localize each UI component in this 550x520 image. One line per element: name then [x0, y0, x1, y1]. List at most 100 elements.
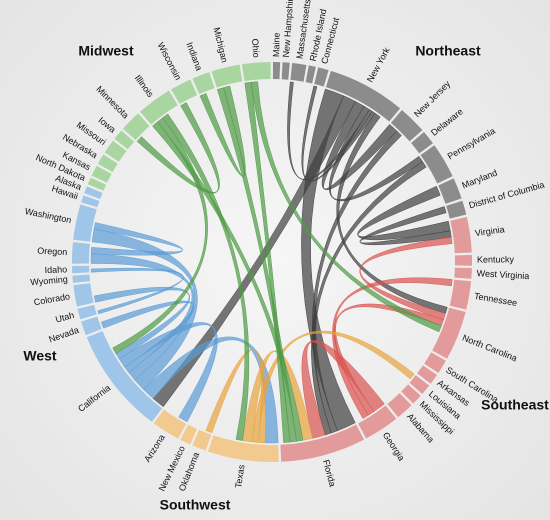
state-arc — [454, 267, 472, 279]
state-arc — [449, 279, 472, 310]
state-arc — [81, 195, 100, 208]
state-label: Pennsylvania — [446, 126, 497, 162]
state-label: Florida — [321, 459, 338, 488]
state-arc — [207, 435, 279, 462]
state-arc — [81, 316, 102, 336]
state-label: West Virginia — [476, 268, 529, 281]
state-arc — [139, 90, 178, 125]
region-label: West — [23, 348, 57, 364]
chord — [311, 130, 402, 434]
state-label: Arizona — [142, 433, 167, 464]
state-arc — [387, 393, 412, 418]
state-label: Georgia — [381, 430, 407, 462]
state-arc — [390, 109, 423, 142]
chord — [118, 322, 218, 423]
state-arc — [192, 72, 215, 95]
chord — [359, 236, 453, 321]
state-label: Tennessee — [473, 291, 518, 308]
state-arc — [180, 424, 198, 445]
state-arc — [73, 204, 97, 242]
chord — [162, 113, 250, 441]
chord — [250, 81, 442, 333]
state-arc — [91, 165, 112, 183]
state-label: Idaho — [44, 264, 67, 275]
state-arc — [272, 62, 281, 80]
region-label: Southeast — [481, 397, 549, 413]
state-arc — [97, 154, 118, 173]
state-arc — [409, 375, 430, 394]
state-arc — [104, 140, 127, 162]
state-arc — [432, 307, 466, 359]
state-label: Washington — [24, 206, 72, 225]
state-arc — [325, 70, 401, 122]
state-label: Ohio — [250, 38, 261, 58]
state-arc — [73, 283, 94, 307]
state-arc — [87, 177, 107, 191]
state-arc — [86, 330, 163, 422]
state-arc — [424, 352, 446, 374]
state-arc — [171, 79, 198, 105]
state-label: Colorado — [33, 291, 71, 307]
state-arc — [454, 254, 472, 266]
state-label: California — [76, 383, 112, 414]
state-label: Maryland — [460, 168, 498, 191]
state-arc — [280, 424, 365, 462]
state-arc — [77, 304, 97, 320]
state-label: Delaware — [429, 106, 465, 137]
state-arc — [211, 64, 243, 88]
region-label: Southwest — [160, 497, 231, 513]
chord — [251, 330, 415, 443]
state-arc — [84, 186, 103, 199]
chord — [357, 185, 451, 241]
state-label: Minnesota — [94, 84, 130, 120]
state-label: Utah — [54, 310, 75, 325]
chord — [332, 277, 453, 419]
state-label: Maine — [271, 32, 282, 57]
state-arc — [450, 216, 472, 254]
state-arc — [281, 62, 290, 80]
state-label: Indiana — [184, 41, 204, 72]
chord — [90, 222, 183, 256]
state-arc — [114, 130, 135, 150]
state-label: New Hampshire — [281, 0, 296, 58]
state-arc — [122, 113, 150, 141]
state-arc — [358, 405, 397, 439]
state-label: Texas — [233, 464, 246, 489]
state-arc — [417, 365, 437, 384]
chord — [244, 81, 291, 443]
state-label: Michigan — [212, 26, 230, 63]
state-label: Wyoming — [30, 274, 68, 287]
state-arc — [290, 63, 307, 82]
chord — [90, 267, 184, 315]
state-arc — [153, 409, 187, 439]
state-arc — [420, 145, 453, 184]
state-arc — [72, 274, 90, 283]
state-label: Wisconsin — [156, 41, 184, 82]
chord — [112, 117, 208, 354]
chord — [199, 85, 246, 177]
state-arc — [72, 242, 90, 264]
state-label: Kentucky — [477, 254, 515, 264]
state-arc — [446, 200, 467, 219]
chord — [301, 85, 376, 182]
chord — [242, 350, 313, 443]
state-arc — [438, 178, 462, 204]
state-label: Iowa — [97, 115, 118, 135]
state-label: Nevada — [47, 325, 80, 345]
state-label: New Jersey — [412, 78, 453, 119]
state-label: North Carolina — [461, 333, 519, 364]
state-arc — [241, 62, 271, 82]
state-label: Illinois — [133, 73, 156, 99]
chord — [359, 206, 452, 246]
state-arc — [72, 265, 90, 274]
state-arc — [192, 429, 212, 451]
state-label: New York — [365, 45, 392, 84]
region-label: Midwest — [78, 43, 134, 59]
state-label: Virginia — [474, 224, 505, 238]
state-arc — [305, 65, 316, 84]
state-label: Oregon — [37, 246, 67, 257]
state-arc — [411, 131, 433, 154]
state-arc — [401, 384, 421, 404]
